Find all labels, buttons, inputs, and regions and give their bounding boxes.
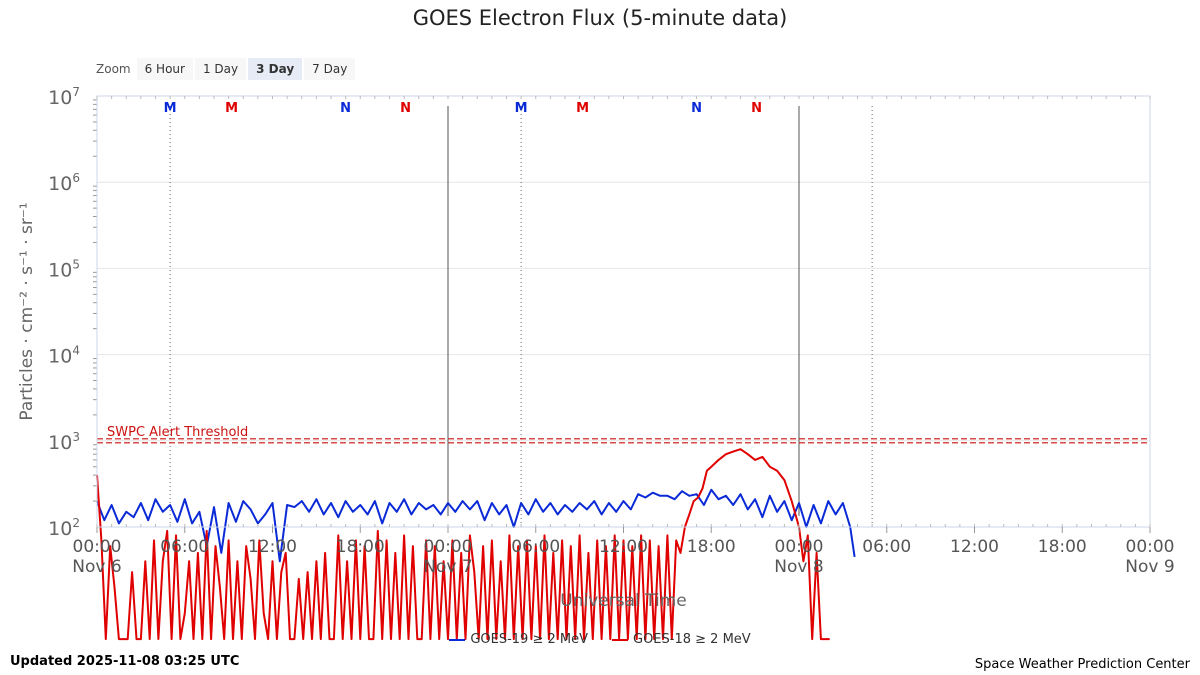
series-line-goes18: [96, 448, 830, 641]
threshold-group: SWPC Alert Threshold: [97, 425, 1150, 444]
marker-label: N: [751, 101, 762, 116]
x-axis-title: Universal Time: [560, 591, 686, 611]
series-line-goes19: [96, 488, 856, 563]
x-tick-label: 06:00: [160, 537, 209, 557]
x-tick-label: 06:00: [511, 537, 560, 557]
marker-label: M: [164, 101, 177, 116]
zoom-selector: Zoom 6 Hour 1 Day 3 Day 7 Day: [96, 58, 357, 80]
y-tick-label: 102: [48, 516, 80, 540]
zoom-1-day-button[interactable]: 1 Day: [194, 58, 247, 80]
credit-text: Space Weather Prediction Center: [974, 657, 1190, 672]
marker-label: N: [691, 101, 702, 116]
marker-label: M: [576, 101, 589, 116]
marker-label: M: [225, 101, 238, 116]
marker-label: N: [340, 101, 351, 116]
x-tick-label: 18:00: [336, 537, 385, 557]
legend-label-goes18: GOES-18 ≥ 2 MeV: [633, 632, 751, 647]
x-tick-date-label: Nov 8: [774, 557, 823, 577]
y-tick-label: 104: [48, 344, 80, 368]
threshold-label: SWPC Alert Threshold: [107, 425, 248, 440]
zoom-label: Zoom: [96, 62, 131, 76]
x-tick-label: 18:00: [687, 537, 736, 557]
legend-label-goes19: GOES-19 ≥ 2 MeV: [470, 632, 588, 647]
legend: GOES-19 ≥ 2 MeV GOES-18 ≥ 2 MeV: [0, 632, 1200, 647]
zoom-7-day-button[interactable]: 7 Day: [304, 58, 356, 80]
zoom-6-hour-button[interactable]: 6 Hour: [136, 58, 193, 80]
x-tick-label: 06:00: [862, 537, 911, 557]
legend-item-goes19[interactable]: GOES-19 ≥ 2 MeV: [449, 632, 588, 647]
y-tick-label: 103: [48, 430, 80, 454]
legend-item-goes18[interactable]: GOES-18 ≥ 2 MeV: [612, 632, 751, 647]
y-axis-title: Particles · cm⁻² · s⁻¹ · sr⁻¹: [17, 202, 37, 420]
x-tick-date-label: Nov 9: [1125, 557, 1174, 577]
legend-swatch-goes18: [612, 638, 628, 641]
reference-lines: [169, 106, 873, 527]
chart-title: GOES Electron Flux (5-minute data): [412, 6, 788, 30]
x-tick-date-label: Nov 6: [72, 557, 121, 577]
x-tick-label: 00:00: [424, 537, 473, 557]
legend-swatch-goes19: [449, 638, 466, 641]
marker-label: N: [400, 101, 411, 116]
x-tick-label: 12:00: [950, 537, 999, 557]
x-tick-label: 00:00: [73, 537, 122, 557]
marker-label: M: [515, 101, 528, 116]
x-tick-label: 12:00: [599, 537, 648, 557]
plot-frame: [96, 95, 1151, 528]
y-tick-label: 105: [48, 257, 80, 281]
grid-lines: [97, 95, 1150, 528]
series-group: [96, 448, 856, 641]
x-tick-label: 00:00: [775, 537, 824, 557]
x-tick-label: 18:00: [1038, 537, 1087, 557]
y-tick-label: 107: [48, 85, 80, 109]
x-tick-date-label: Nov 7: [423, 557, 472, 577]
zoom-3-day-button[interactable]: 3 Day: [248, 58, 303, 80]
x-tick-label: 12:00: [248, 537, 297, 557]
x-tick-label: 00:00: [1126, 537, 1175, 557]
y-tick-label: 106: [48, 171, 80, 195]
updated-timestamp: Updated 2025-11-08 03:25 UTC: [10, 654, 240, 669]
